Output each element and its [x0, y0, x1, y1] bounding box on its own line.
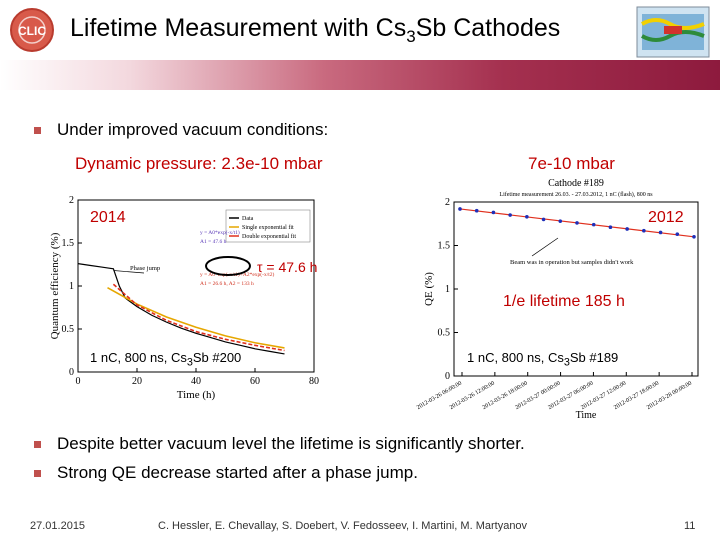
x-axis-label: Time (h) — [177, 389, 216, 401]
y-tick-label: 1 — [445, 284, 450, 295]
y-tick-label: 1 — [69, 281, 74, 292]
qe-point — [692, 235, 696, 239]
bullet-marker — [34, 441, 41, 448]
footer-authors: C. Hessler, E. Chevallay, S. Doebert, V.… — [158, 520, 528, 532]
bullet-marker — [34, 127, 41, 134]
qe-chart-2014: 0 20 40 60 80 0 0.5 1 1.5 2 Time (h) Quantum effici… — [49, 195, 319, 401]
y-tick-label: 0 — [445, 371, 450, 382]
gap-callout-arrow — [531, 237, 559, 257]
y-tick-label: 2 — [445, 197, 450, 208]
legend-entry: Double exponential fit — [242, 233, 296, 240]
qe-point — [608, 225, 613, 230]
clic-logo: CLIC — [10, 8, 54, 52]
y-tick-label: 2 — [69, 195, 74, 206]
tau-label: τ = 47.6 h — [257, 259, 318, 275]
y-axis-label: QE (%) — [423, 272, 435, 306]
x-tick-label: 80 — [309, 376, 319, 387]
qe-point — [474, 208, 479, 213]
gap-callout: Beam was in operation but samples didn't… — [510, 259, 634, 266]
conclusion-bullet-2: Strong QE decrease started after a phase… — [57, 463, 418, 482]
phase-jump-label: Phase jump — [130, 265, 160, 272]
qe-chart-2012: Cathode #189 Lifetime measurement 26.03. … — [416, 178, 699, 421]
series-line-2 — [112, 283, 285, 352]
fit-text: A1 = 26.6 h, A2 = 133 h — [200, 281, 254, 287]
x-tick-label: 60 — [250, 376, 260, 387]
qe-point — [491, 210, 496, 215]
qe-point — [658, 230, 663, 235]
legend-box — [225, 209, 311, 243]
ctf-logo — [636, 6, 710, 58]
fit-text: A1 = 47.6 h — [200, 239, 227, 245]
slide-title: Lifetime Measurement with Cs3Sb Cathodes — [70, 14, 561, 46]
y-tick-label: 1.5 — [62, 238, 75, 249]
qe-point — [558, 219, 563, 223]
chart-subtitle: Lifetime measurement 26.03. - 27.03.2012… — [499, 191, 653, 198]
intro-bullet-text: Under improved vacuum conditions: — [57, 120, 329, 139]
label-2012: 2012 — [648, 209, 684, 226]
qe-point — [591, 222, 596, 227]
tau-highlight-ellipse — [205, 256, 251, 276]
run-label-200: 1 nC, 800 ns, Cs3Sb #200 — [90, 350, 242, 369]
chart-title: Cathode #189 — [548, 178, 604, 189]
qe-point — [541, 217, 546, 222]
fit-text: y = A0*exp(-x/t1) — [200, 229, 240, 236]
qe-point — [575, 221, 579, 225]
header-band — [0, 60, 720, 90]
y-tick-label: 0.5 — [438, 328, 451, 339]
qe-point — [642, 228, 646, 233]
qe-point — [458, 207, 462, 211]
run-label-189: 1 nC, 800 ns, Cs3Sb #189 — [467, 350, 619, 369]
clic-logo-text: CLIC — [18, 24, 46, 38]
x-axis-label: Time — [576, 410, 597, 421]
y-tick-label: 0.5 — [62, 324, 75, 335]
y-tick-label: 0 — [69, 367, 74, 378]
bullet-marker — [34, 470, 41, 477]
qe-point — [625, 227, 629, 231]
legend-entry: Single exponential fit — [242, 224, 294, 231]
qe-point — [525, 214, 529, 219]
qe-point — [675, 232, 680, 236]
label-2014: 2014 — [90, 209, 126, 226]
lifetime-label: 1/e lifetime 185 h — [503, 293, 625, 310]
qe-point — [508, 213, 512, 217]
y-tick-label: 1.5 — [438, 241, 451, 252]
legend-entry: Data — [242, 216, 254, 222]
x-tick-label: 0 — [76, 376, 81, 387]
conclusion-bullet-1: Despite better vacuum level the lifetime… — [57, 434, 525, 453]
y-axis-label: Quantum efficiency (%) — [49, 232, 61, 339]
pressure-left: Dynamic pressure: 2.3e-10 mbar — [75, 154, 323, 173]
series-line-0 — [77, 263, 285, 355]
x-tick-label: 20 — [132, 376, 142, 387]
x-tick-label: 40 — [191, 376, 201, 387]
pressure-right: 7e-10 mbar — [528, 154, 615, 173]
series-line-1 — [107, 287, 285, 349]
footer-date: 27.01.2015 — [30, 520, 86, 532]
phase-jump-arrow — [113, 270, 145, 274]
page-number: 11 — [684, 520, 696, 532]
